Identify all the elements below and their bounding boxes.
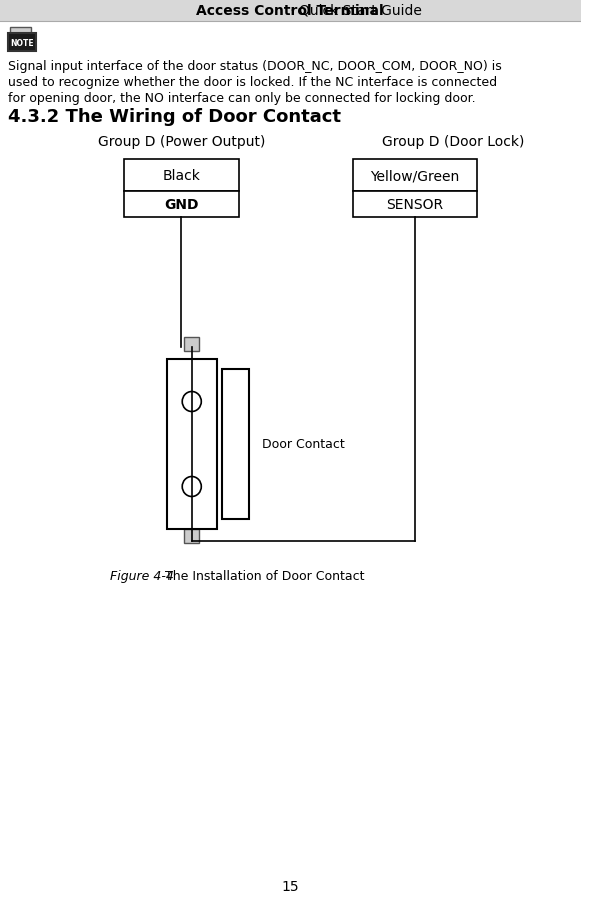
Text: GND: GND	[164, 198, 199, 212]
Bar	[0, 0, 581, 22]
Text: Door Contact: Door Contact	[262, 438, 345, 451]
Text: used to recognize whether the door is locked. If the NC interface is connected: used to recognize whether the door is lo…	[8, 76, 497, 88]
Text: · Quick Start Guide: · Quick Start Guide	[158, 4, 421, 18]
Text: Yellow/Green: Yellow/Green	[370, 169, 460, 182]
Text: Figure 4-4: Figure 4-4	[110, 570, 174, 582]
Bar	[124, 191, 239, 218]
Text: SENSOR: SENSOR	[387, 198, 443, 212]
Bar	[353, 160, 477, 191]
Text: The Installation of Door Contact: The Installation of Door Contact	[153, 570, 364, 582]
Text: Group D (Power Output): Group D (Power Output)	[97, 135, 265, 149]
Text: Signal input interface of the door status (DOOR_NC, DOOR_COM, DOOR_NO) is: Signal input interface of the door statu…	[8, 60, 501, 73]
Bar	[222, 369, 249, 519]
Text: Group D (Door Lock): Group D (Door Lock)	[382, 135, 524, 149]
Bar	[167, 359, 217, 529]
Bar	[8, 34, 37, 52]
Text: Access Control Terminal: Access Control Terminal	[196, 4, 384, 18]
Text: 15: 15	[281, 879, 299, 893]
Bar	[124, 160, 239, 191]
Text: for opening door, the NO interface can only be connected for locking door.: for opening door, the NO interface can o…	[8, 92, 475, 105]
Text: 4.3.2 The Wiring of Door Contact: 4.3.2 The Wiring of Door Contact	[8, 107, 340, 126]
Text: Black: Black	[163, 169, 200, 182]
Bar	[10, 28, 30, 34]
Text: NOTE: NOTE	[10, 39, 33, 48]
Bar	[353, 191, 477, 218]
Bar	[184, 338, 199, 351]
Bar	[184, 529, 199, 544]
